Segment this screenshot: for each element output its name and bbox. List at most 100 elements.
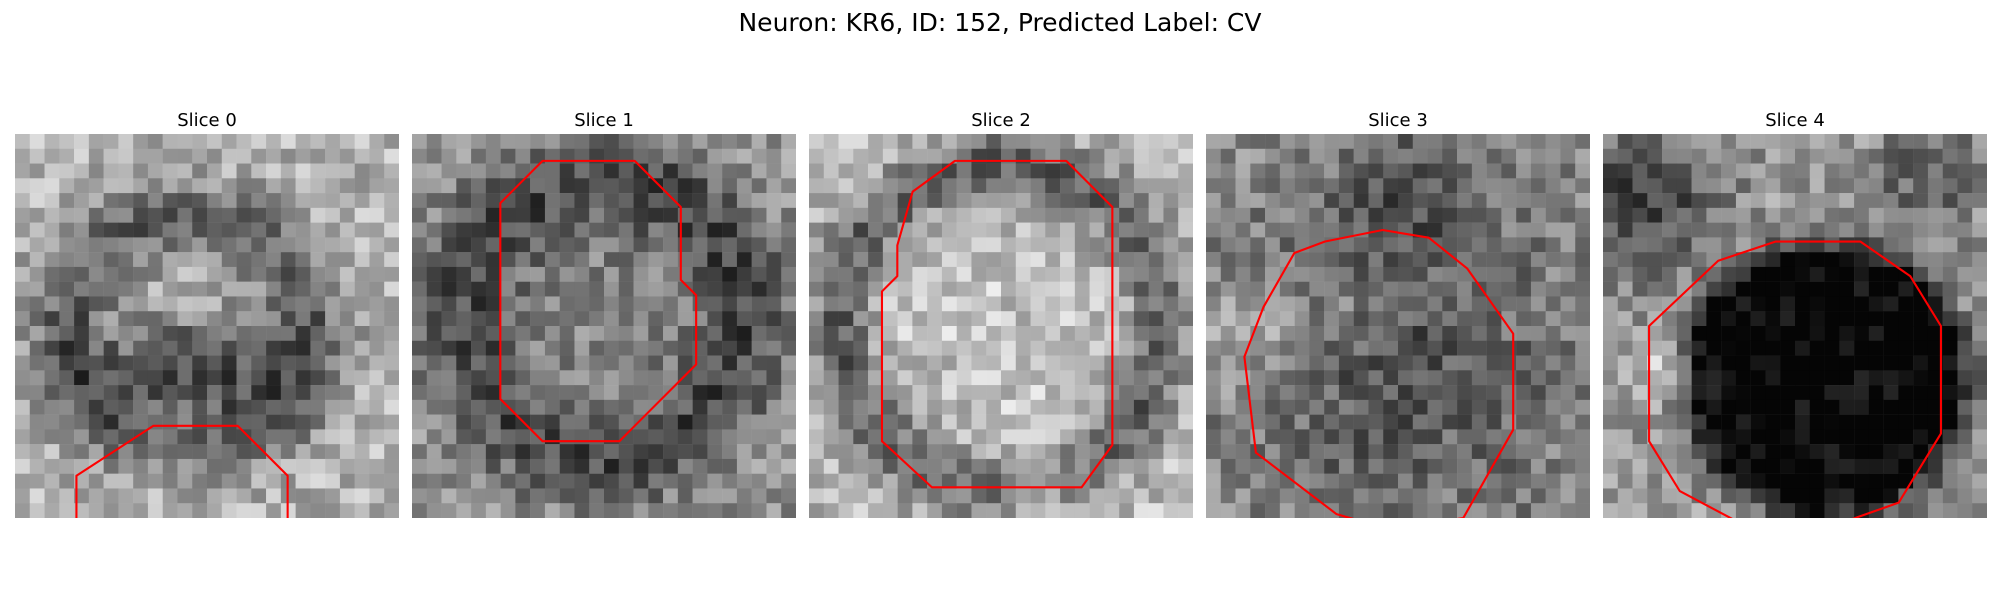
pixel xyxy=(456,193,472,209)
pixel xyxy=(1706,458,1722,474)
pixel xyxy=(633,296,649,312)
pixel xyxy=(1030,281,1046,297)
pixel xyxy=(971,193,987,209)
pixel xyxy=(956,252,972,268)
pixel xyxy=(59,163,75,179)
pixel xyxy=(1927,473,1943,489)
pixel xyxy=(133,414,149,430)
pixel xyxy=(986,473,1002,489)
pixel xyxy=(162,414,178,430)
pixel xyxy=(177,370,193,386)
pixel xyxy=(707,385,723,401)
pixel xyxy=(295,163,311,179)
pixel xyxy=(1383,296,1399,312)
pixel xyxy=(147,444,163,460)
pixel xyxy=(1250,148,1266,164)
pixel xyxy=(544,385,560,401)
pixel xyxy=(1765,163,1781,179)
pixel xyxy=(1898,222,1914,238)
pixel xyxy=(59,134,75,149)
pixel xyxy=(809,458,824,474)
pixel xyxy=(177,503,193,518)
pixel xyxy=(280,326,296,341)
pixel xyxy=(1795,222,1810,238)
pixel xyxy=(88,385,104,401)
pixel xyxy=(574,370,590,386)
pixel xyxy=(1338,237,1354,253)
pixel xyxy=(1545,193,1561,209)
pixel xyxy=(882,311,898,327)
pixel xyxy=(1294,193,1310,209)
pixel xyxy=(1765,414,1781,430)
pixel xyxy=(310,488,326,504)
pixel xyxy=(500,237,516,253)
pixel xyxy=(1324,178,1340,194)
pixel xyxy=(1735,326,1751,341)
pixel xyxy=(192,163,208,179)
pixel xyxy=(1603,237,1618,253)
pixel xyxy=(1163,326,1179,341)
pixel xyxy=(1148,385,1164,401)
pixel xyxy=(809,414,824,430)
pixel xyxy=(1750,473,1766,489)
pixel xyxy=(1516,148,1532,164)
pixel xyxy=(1235,281,1251,297)
pixel xyxy=(441,444,457,460)
pixel xyxy=(339,148,355,164)
pixel xyxy=(1795,355,1810,371)
pixel xyxy=(1265,193,1281,209)
pixel xyxy=(207,355,222,371)
pixel xyxy=(103,296,119,312)
pixel xyxy=(648,355,664,371)
pixel xyxy=(1575,488,1590,504)
pixel xyxy=(74,281,90,297)
pixel xyxy=(1809,458,1825,474)
pixel xyxy=(207,266,222,282)
pixel xyxy=(1957,399,1973,415)
pixel xyxy=(59,340,75,356)
pixel xyxy=(574,399,590,415)
pixel xyxy=(118,311,134,327)
pixel xyxy=(1632,503,1648,518)
pixel xyxy=(1603,473,1618,489)
pixel xyxy=(1163,414,1179,430)
pixel xyxy=(1530,340,1546,356)
slice-panel-0: Slice 0 xyxy=(15,108,399,518)
pixel xyxy=(1662,134,1678,149)
pixel xyxy=(1265,488,1281,504)
pixel xyxy=(500,266,516,282)
pixel xyxy=(354,414,370,430)
pixel xyxy=(941,399,957,415)
pixel xyxy=(1383,340,1399,356)
pixel xyxy=(1676,444,1692,460)
pixel xyxy=(766,252,782,268)
pixel xyxy=(177,281,193,297)
pixel xyxy=(544,207,560,223)
pixel xyxy=(530,444,546,460)
pixel xyxy=(927,399,943,415)
pixel xyxy=(1647,458,1663,474)
pixel xyxy=(1957,503,1973,518)
pixel xyxy=(1854,311,1870,327)
pixel xyxy=(971,134,987,149)
pixel xyxy=(589,281,605,297)
pixel xyxy=(15,326,30,341)
pixel xyxy=(221,503,237,518)
pixel xyxy=(354,252,370,268)
pixel xyxy=(1324,296,1340,312)
pixel xyxy=(1383,266,1399,282)
pixel xyxy=(1163,473,1179,489)
pixel xyxy=(604,399,619,415)
pixel xyxy=(618,458,634,474)
pixel xyxy=(1575,222,1590,238)
pixel xyxy=(692,444,708,460)
pixel xyxy=(1676,414,1692,430)
pixel xyxy=(1617,134,1633,149)
pixel xyxy=(633,193,649,209)
pixel xyxy=(74,385,90,401)
pixel xyxy=(604,178,619,194)
pixel xyxy=(1824,326,1840,341)
pixel xyxy=(1691,414,1707,430)
pixel xyxy=(236,370,252,386)
pixel xyxy=(707,266,723,282)
